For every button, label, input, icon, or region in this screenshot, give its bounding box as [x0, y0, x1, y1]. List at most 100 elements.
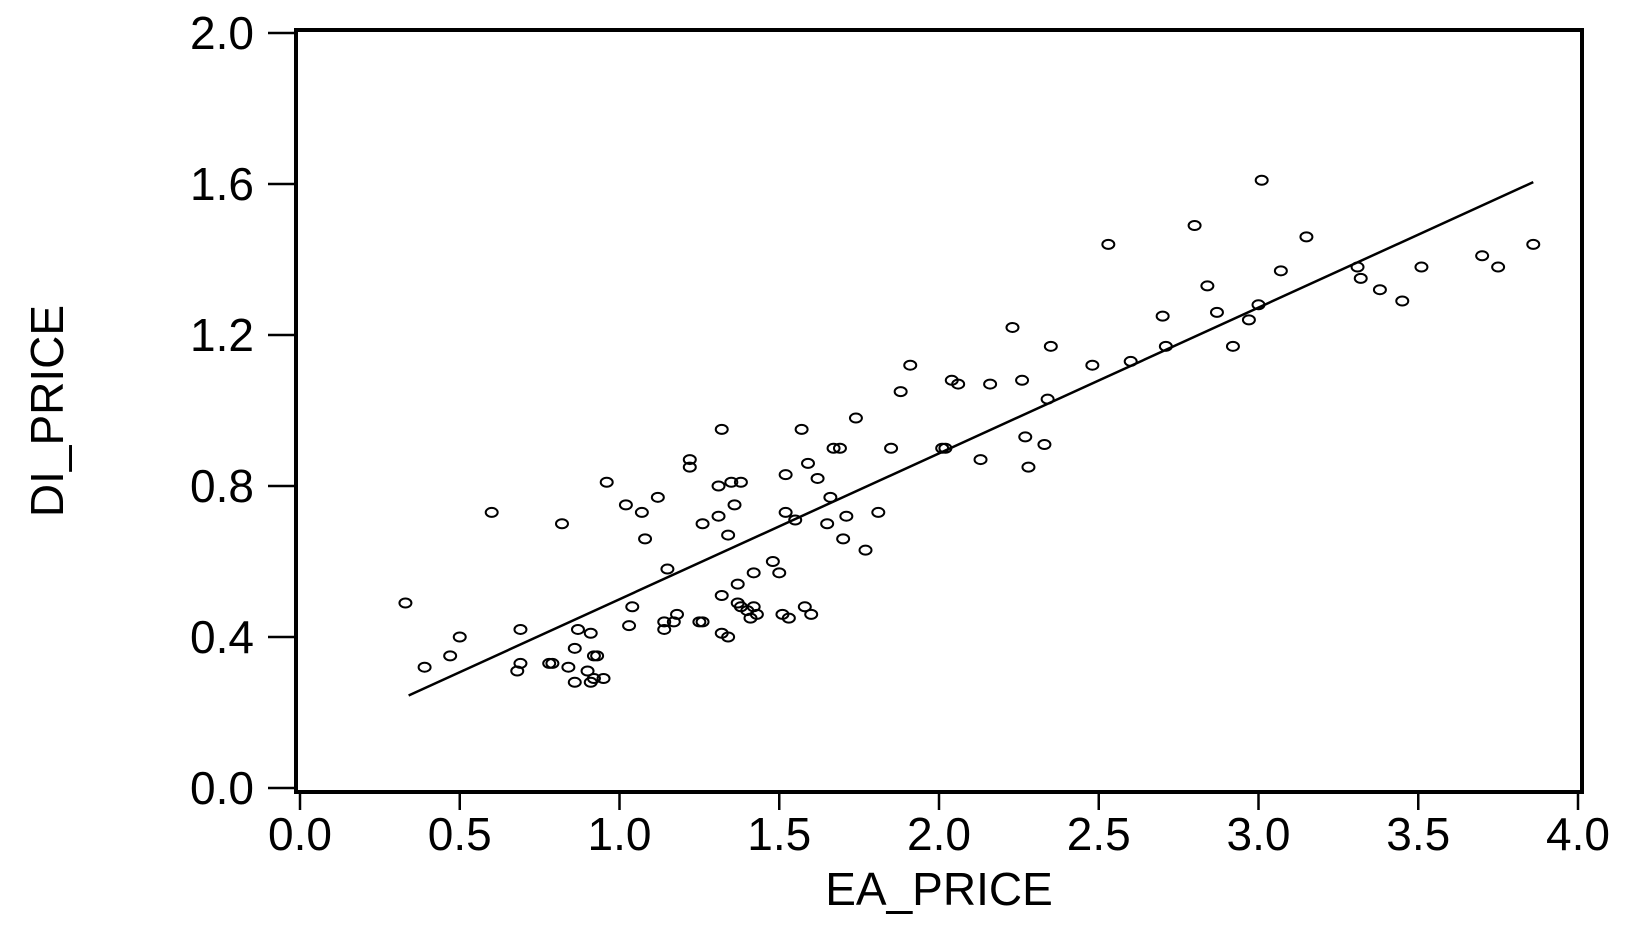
data-point	[730, 578, 745, 590]
data-point	[452, 631, 467, 643]
data-point	[714, 589, 729, 601]
data-point	[1273, 265, 1288, 277]
data-point	[634, 506, 649, 518]
data-point	[788, 514, 803, 526]
data-point	[1526, 238, 1541, 250]
data-point	[903, 359, 918, 371]
data-point	[484, 506, 499, 518]
x-tick-label: 4.0	[1546, 808, 1610, 860]
data-point	[733, 476, 748, 488]
data-point	[893, 386, 908, 398]
data-point	[781, 612, 796, 624]
data-point	[848, 412, 863, 424]
x-axis-title: EA_PRICE	[825, 863, 1053, 915]
data-point	[554, 518, 569, 530]
y-tick-label: 1.6	[190, 158, 254, 210]
data-point	[1209, 306, 1224, 318]
data-point	[650, 491, 665, 503]
data-point	[1254, 174, 1269, 186]
x-tick-label: 3.5	[1386, 808, 1450, 860]
data-point	[1491, 261, 1506, 273]
data-point	[778, 506, 793, 518]
data-point	[417, 661, 432, 673]
data-point	[1085, 359, 1100, 371]
data-point	[804, 608, 819, 620]
data-point	[599, 476, 614, 488]
x-axis-ticks: 0.0 0.5 1.0 1.5 2.0 2.5 3.0 3.5 4.0	[268, 792, 1610, 860]
y-axis-ticks: 0.0 0.4 0.8 1.2 1.6 2.0	[190, 7, 296, 814]
data-point	[1414, 261, 1429, 273]
data-point	[1005, 321, 1020, 333]
data-point	[746, 567, 761, 579]
data-point	[794, 423, 809, 435]
y-tick-label: 1.2	[190, 309, 254, 361]
data-point	[1372, 284, 1387, 296]
data-point	[772, 567, 787, 579]
data-point	[721, 529, 736, 541]
data-point	[1299, 231, 1314, 243]
data-point	[1018, 431, 1033, 443]
data-point	[513, 657, 528, 669]
data-point	[1200, 280, 1215, 292]
data-point	[618, 499, 633, 511]
plot-points	[398, 174, 1541, 688]
data-point	[567, 642, 582, 654]
x-tick-label: 3.0	[1227, 808, 1291, 860]
data-point	[951, 378, 966, 390]
data-point	[1241, 314, 1256, 326]
data-point	[871, 506, 886, 518]
data-point	[727, 499, 742, 511]
y-tick-label: 0.8	[190, 460, 254, 512]
data-point	[858, 544, 873, 556]
data-point	[983, 378, 998, 390]
data-point	[561, 661, 576, 673]
data-point	[1043, 340, 1058, 352]
data-point	[711, 510, 726, 522]
data-point	[695, 518, 710, 530]
data-point	[836, 533, 851, 545]
data-point	[797, 601, 812, 613]
data-point	[1015, 374, 1030, 386]
data-point	[583, 627, 598, 639]
plot-frame	[294, 28, 1584, 794]
data-point	[724, 476, 739, 488]
data-point	[443, 650, 458, 662]
data-point	[622, 620, 637, 632]
data-point	[695, 616, 710, 628]
x-tick-label: 2.0	[907, 808, 971, 860]
data-point	[586, 673, 601, 685]
data-point	[778, 469, 793, 481]
data-point	[657, 623, 672, 635]
data-point	[638, 533, 653, 545]
data-point	[714, 423, 729, 435]
y-tick-label: 0.0	[190, 762, 254, 814]
y-axis-title: DI_PRICE	[21, 305, 73, 517]
data-point	[580, 665, 595, 677]
data-point	[721, 631, 736, 643]
data-point	[660, 563, 675, 575]
data-point	[657, 616, 672, 628]
data-point	[826, 442, 841, 454]
data-point	[820, 518, 835, 530]
x-tick-label: 1.0	[588, 808, 652, 860]
data-point	[884, 442, 899, 454]
data-point	[590, 650, 605, 662]
data-point	[801, 457, 816, 469]
data-point	[398, 597, 413, 609]
data-point	[567, 676, 582, 688]
data-point	[832, 442, 847, 454]
data-point	[625, 601, 640, 613]
x-tick-label: 2.5	[1067, 808, 1131, 860]
data-point	[765, 556, 780, 567]
y-tick-label: 2.0	[190, 7, 254, 59]
data-point	[1037, 438, 1052, 450]
data-point	[596, 673, 611, 685]
data-point	[670, 608, 685, 620]
x-tick-label: 1.5	[747, 808, 811, 860]
regression-fit-line	[408, 180, 1534, 697]
data-point	[1395, 295, 1410, 307]
data-point	[513, 623, 528, 635]
data-point	[1021, 461, 1036, 473]
data-point	[1475, 250, 1490, 262]
